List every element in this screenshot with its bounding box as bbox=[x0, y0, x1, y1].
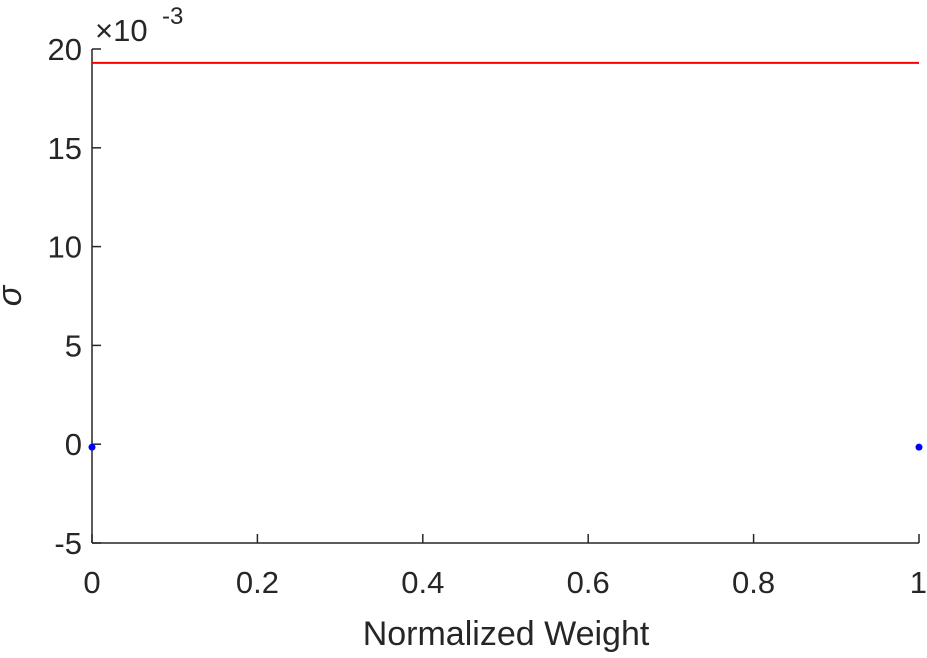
y-tick-label: -5 bbox=[54, 526, 82, 561]
x-tick-label: 0.4 bbox=[401, 565, 444, 600]
y-exponent-base: ×10 bbox=[95, 13, 148, 48]
y-tick-label: 5 bbox=[65, 328, 82, 363]
y-tick-label: 20 bbox=[48, 32, 82, 67]
y-axis-ticks: -5 0 5 10 15 20 bbox=[48, 32, 101, 561]
data-point bbox=[88, 443, 96, 451]
x-axis-label: Normalized Weight bbox=[363, 615, 650, 653]
x-axis-ticks: 0 0.2 0.4 0.6 0.8 1 bbox=[83, 534, 927, 600]
y-axis-label: σ bbox=[0, 284, 29, 306]
data-point bbox=[915, 443, 923, 451]
y-tick-label: 0 bbox=[65, 427, 82, 462]
plot-series bbox=[88, 61, 923, 451]
y-tick-label: 10 bbox=[48, 230, 82, 265]
y-exponent-power: -3 bbox=[162, 3, 183, 30]
x-tick-label: 0.8 bbox=[732, 565, 775, 600]
y-exponent-label: ×10 -3 bbox=[95, 3, 183, 48]
y-axis: -5 0 5 10 15 20 bbox=[48, 32, 101, 561]
x-axis: 0 0.2 0.4 0.6 0.8 1 bbox=[83, 534, 927, 600]
x-tick-label: 1 bbox=[910, 565, 927, 600]
x-tick-label: 0 bbox=[83, 565, 100, 600]
x-tick-label: 0.6 bbox=[567, 565, 610, 600]
y-tick-label: 15 bbox=[48, 131, 82, 166]
x-tick-label: 0.2 bbox=[236, 565, 279, 600]
